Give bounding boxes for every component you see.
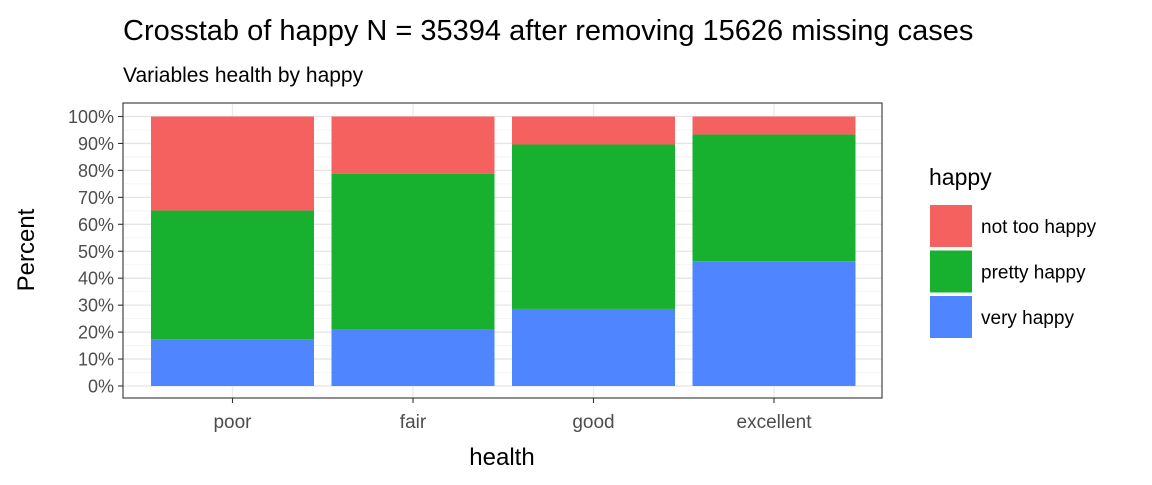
x-tick-label: good [572,412,614,433]
chart-title: Crosstab of happy N = 35394 after removi… [123,15,973,47]
y-tick-label: 70% [78,188,114,208]
y-tick-label: 100% [68,107,114,127]
bar-segment-not-too-happy-poor [151,116,314,211]
legend-key-pretty-happy [930,250,972,293]
x-axis: poor fair good excellent [213,398,812,433]
y-tick-label: 50% [78,242,114,262]
bar-segment-not-too-happy-excellent [692,116,856,135]
bar-segment-pretty-happy-excellent [692,134,856,262]
chart-subtitle: Variables health by happy [123,64,364,87]
bar-segment-pretty-happy-good [512,144,675,309]
y-axis: 0% 10% 20% 30% 40% 50% 60% 70% 80% 90% 100% [68,107,123,397]
x-tick-label: excellent [737,412,813,433]
y-tick-label: 30% [78,296,114,316]
bar-segment-very-happy-excellent [692,261,856,386]
plot-panel-border [122,102,883,399]
y-tick-label: 40% [78,269,114,289]
bar-segment-pretty-happy-fair [331,173,495,330]
legend: happy not too happy pretty happy very happ… [929,164,1097,338]
legend-label: not too happy [981,217,1097,238]
bar-segment-not-too-happy-good [512,116,675,145]
bars [151,116,856,386]
legend-label: pretty happy [981,263,1086,284]
legend-label: very happy [981,308,1074,329]
bar-segment-pretty-happy-poor [151,210,314,340]
bar-segment-very-happy-fair [331,329,495,386]
bar-segment-very-happy-poor [151,339,314,386]
legend-title: happy [929,164,992,190]
y-tick-label: 20% [78,323,114,343]
x-tick-label: fair [400,412,427,433]
y-axis-title: Percent [13,208,40,291]
x-axis-title: health [469,444,534,471]
y-tick-label: 90% [78,134,114,154]
y-tick-label: 60% [78,215,114,235]
y-tick-label: 0% [88,377,114,397]
legend-key-not-too-happy [930,205,972,247]
legend-key-very-happy [930,296,972,338]
y-tick-label: 80% [78,161,114,181]
x-tick-label: poor [213,412,252,433]
bar-segment-not-too-happy-fair [331,116,495,174]
y-tick-label: 10% [78,350,114,370]
bar-segment-very-happy-good [512,308,675,386]
